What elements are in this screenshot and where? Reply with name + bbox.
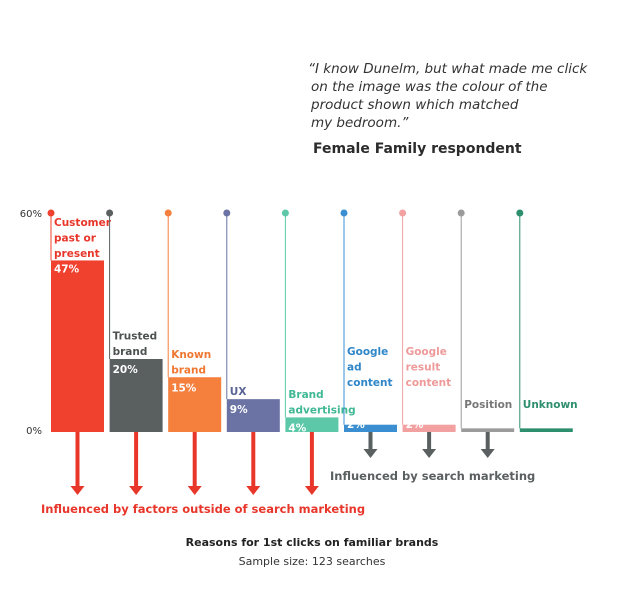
quote-line: product shown which matched [311,97,519,113]
value-label: 15% [171,382,197,394]
y-tick-label: 0% [26,426,42,437]
bar [51,260,104,432]
outside-arrow-head [129,486,144,495]
value-label: 4% [288,422,306,434]
quote-line: on the image was the colour of the [311,79,548,95]
value-label: 20% [113,364,139,376]
chart-subtitle: Sample size: 123 searches [238,555,386,568]
guide-dot [340,209,348,217]
outside-arrow-head [187,486,202,495]
category-label: Google [347,346,388,358]
bar [168,377,222,432]
category-label: present [54,248,100,260]
bar [285,417,339,432]
bar [519,428,573,432]
category-label: Google [406,346,447,358]
category-label: ad [347,362,362,374]
category-label: brand [113,346,148,358]
search-arrow-head [363,449,378,458]
outside-arrow-head [304,486,319,495]
search-annotation: Influenced by search marketing [330,469,535,483]
category-label: Customer [54,217,112,229]
outside-arrow-head [246,486,261,495]
category-label: Brand [288,389,323,401]
guide-dot [516,209,524,217]
quote-line: “I know Dunelm, but what made me click [308,61,588,77]
category-label: Unknown [523,399,578,411]
category-label: past or [54,233,97,245]
bar [226,399,280,432]
value-label: 2% [347,419,365,431]
value-label: 2% [406,419,424,431]
guide-dot [399,209,407,217]
guide-dot [281,209,289,217]
bar [109,359,163,432]
chart-title: Reasons for 1st clicks on familiar brand… [185,536,439,549]
category-label: Trusted [113,331,158,343]
search-arrow-head [480,449,495,458]
category-label: content [347,377,393,389]
bar [461,428,515,432]
search-arrow-head [422,449,437,458]
y-tick-label: 60% [20,209,42,220]
category-label: content [406,377,452,389]
category-label: Known [171,349,211,361]
value-label: 1% [464,419,482,431]
bar [344,424,397,432]
outside-arrow-head [70,486,85,495]
value-label: 1% [523,419,541,431]
guide-dot [457,209,465,217]
category-label: brand [171,364,206,376]
category-label: Position [464,399,512,411]
bar [402,424,456,432]
category-label: advertising [288,404,355,416]
outside-annotation: Influenced by factors outside of search … [41,502,365,516]
quote: “I know Dunelm, but what made me click o… [308,60,608,132]
bar-chart: 60% 0% Customer past or present 47% Trusted bra… [20,209,578,516]
guide-dot [164,209,172,217]
category-label: UX [230,386,247,398]
guide-dot [223,209,231,217]
quote-line: my bedroom.” [311,115,409,131]
quote-attribution: Female Family respondent [313,141,522,157]
guide-dot [47,209,55,217]
guide-dot [106,209,114,217]
category-label: result [406,362,441,374]
value-label: 9% [230,404,248,416]
value-label: 47% [54,264,80,276]
